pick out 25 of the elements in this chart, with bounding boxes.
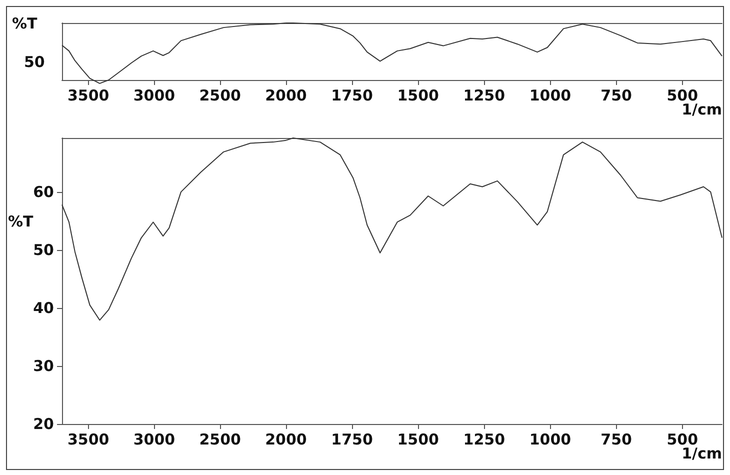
x-tick-label: 1750 — [331, 86, 373, 104]
x-tick-label: 2000 — [265, 430, 307, 448]
y-tick-label: 50 — [33, 240, 54, 259]
x-tick-label: 3500 — [67, 86, 110, 104]
x-tick-label: 1000 — [529, 430, 572, 448]
x-tick-label: 1500 — [397, 430, 439, 448]
x-tick-label: 1750 — [331, 430, 373, 448]
x-tick-label: 750 — [600, 86, 632, 104]
y-tick-label: 60 — [33, 182, 54, 201]
x-tick-label: 1250 — [463, 430, 506, 448]
x-tick-label: 1000 — [529, 86, 572, 104]
y-axis-title: %T — [8, 212, 34, 230]
y-tick-label: 40 — [33, 298, 54, 317]
x-tick-label: 3000 — [133, 86, 176, 104]
x-tick-label: 3500 — [67, 430, 110, 448]
x-tick-label: 750 — [600, 430, 632, 448]
x-tick-label: 2500 — [199, 86, 241, 104]
y-tick-label: 30 — [33, 356, 54, 375]
x-tick-label: 2000 — [265, 86, 307, 104]
x-tick-label: 2500 — [199, 430, 241, 448]
y-axis-title: %T — [12, 14, 38, 32]
x-tick-label: 1500 — [397, 86, 439, 104]
y-tick-label: 20 — [33, 415, 54, 433]
x-tick-label: 1250 — [463, 86, 506, 104]
x-tick-label: 3000 — [133, 430, 176, 448]
